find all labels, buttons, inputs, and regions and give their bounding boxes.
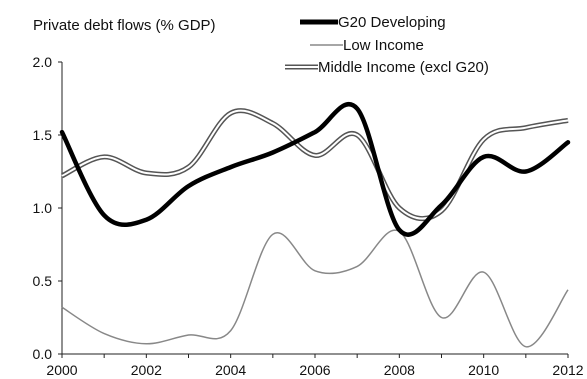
series-line-middle-income-excl-g20: [60, 108, 569, 222]
series-layer: [59, 102, 571, 348]
x-tick-label: 2010: [468, 362, 499, 378]
legend-label-g20-developing: G20 Developing: [338, 14, 446, 31]
x-tick-label: 2004: [215, 362, 246, 378]
x-tick-label: 2012: [552, 362, 583, 378]
legend-label-middle-income: Middle Income (excl G20): [318, 59, 489, 76]
y-tick-label: 2.0: [33, 54, 53, 70]
legend-label-low-income: Low Income: [343, 37, 424, 54]
y-tick-label: 0.5: [33, 273, 53, 289]
y-tick-label: 0.0: [33, 346, 53, 362]
axes: 0.0 0.5 1.0 1.5 2.0 2000 2002 2004 2006 2008 2010 2…: [33, 54, 584, 378]
legend: G20 Developing Low Income Middle Income …: [285, 14, 489, 76]
y-tick-label: 1.0: [33, 200, 53, 216]
y-tick-label: 1.5: [33, 127, 53, 143]
x-tick-label: 2002: [131, 362, 162, 378]
x-tick-label: 2000: [46, 362, 77, 378]
x-tick-label: 2006: [299, 362, 330, 378]
series-line-low-income: [61, 229, 569, 348]
chart-title: Private debt flows (% GDP): [33, 17, 216, 34]
series-line-g20-developing: [59, 102, 571, 237]
x-tick-label: 2008: [384, 362, 415, 378]
